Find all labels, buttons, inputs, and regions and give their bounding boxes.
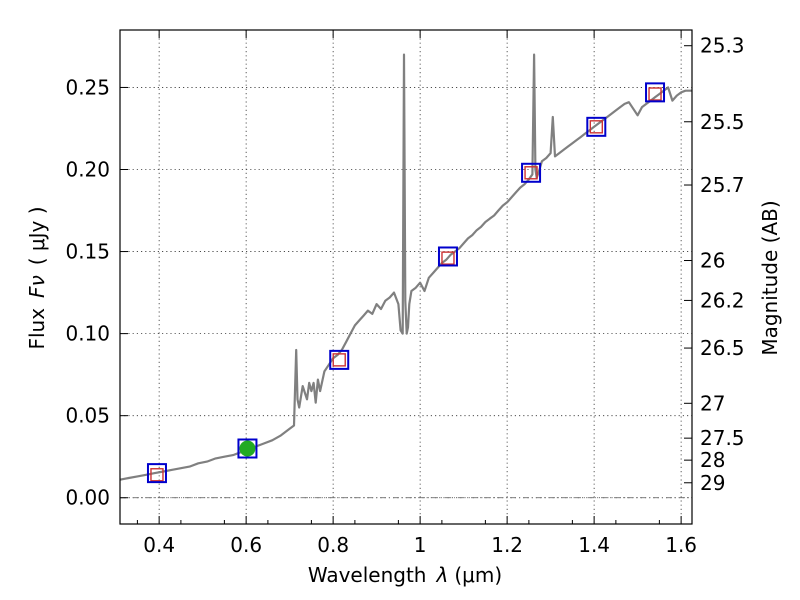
- model-point: [524, 166, 538, 180]
- y2-tick-label: 26: [700, 249, 725, 273]
- y2-tick-label: 28: [700, 448, 725, 472]
- x-tick-label: 1.4: [578, 533, 610, 557]
- x-tick-label: 1.6: [665, 533, 697, 557]
- y-axis-label-unit: ( μJy ): [25, 206, 49, 265]
- spectrum-layer: [119, 53, 692, 481]
- ticks-layer: 0.4 0.6 0.8 1 1.2 1.4 1.6 0.00 0.05 0.10 0.15 0.20 0…: [65, 30, 745, 557]
- plot-frame: [119, 29, 693, 525]
- y2-tick-label: 25.7: [700, 173, 745, 197]
- model-point: [648, 87, 662, 101]
- x-axis-label-unit: (μm): [454, 563, 502, 587]
- photometry-point: [586, 116, 607, 137]
- photometry-point: [237, 438, 258, 459]
- y-axis-label: Flux Fν ( μJy ): [25, 206, 49, 349]
- spectrum-line: [119, 53, 692, 481]
- model-point: [441, 251, 455, 265]
- x-tick-label: 0.4: [143, 533, 175, 557]
- x-tick-label: 1.2: [491, 533, 523, 557]
- points-layer: [146, 82, 666, 484]
- highlight-point: [239, 440, 256, 457]
- y2-tick-label: 25.5: [700, 110, 745, 134]
- y2-axis-label: Magnitude (AB): [758, 200, 782, 355]
- x-tick-label: 0.8: [317, 533, 349, 557]
- photometry-point: [521, 162, 542, 183]
- model-point: [589, 120, 604, 134]
- x-tick-label: 1: [414, 533, 427, 557]
- y2-tick-label: 25.3: [700, 34, 745, 58]
- y-tick-label: 0.05: [65, 404, 110, 428]
- x-axis-label-symbol: λ: [436, 563, 449, 587]
- y-tick-label: 0.00: [65, 486, 110, 510]
- y-axis-label-symbol: Fν: [25, 275, 49, 298]
- photometry-point: [329, 349, 350, 370]
- y-tick-label: 0.15: [65, 240, 110, 264]
- photometry-point: [437, 246, 458, 267]
- y2-tick-label: 26.5: [700, 336, 745, 360]
- y2-tick-label: 27: [700, 391, 725, 415]
- y2-tick-label: 27.5: [700, 426, 745, 450]
- model-point: [150, 468, 164, 482]
- y-axis-label-text: Flux: [25, 308, 49, 350]
- photometry-point: [146, 463, 167, 484]
- model-point: [332, 353, 346, 367]
- x-axis-label-text: Wavelength: [308, 563, 427, 587]
- y2-tick-label: 29: [700, 471, 725, 495]
- y-tick-label: 0.10: [65, 322, 110, 346]
- y2-tick-label: 26.2: [700, 288, 745, 312]
- y-tick-label: 0.25: [65, 75, 110, 99]
- x-tick-label: 0.6: [230, 533, 262, 557]
- photometry-point: [645, 82, 666, 103]
- x-axis-label: Wavelength λ (μm): [308, 563, 502, 587]
- y-tick-label: 0.20: [65, 158, 110, 182]
